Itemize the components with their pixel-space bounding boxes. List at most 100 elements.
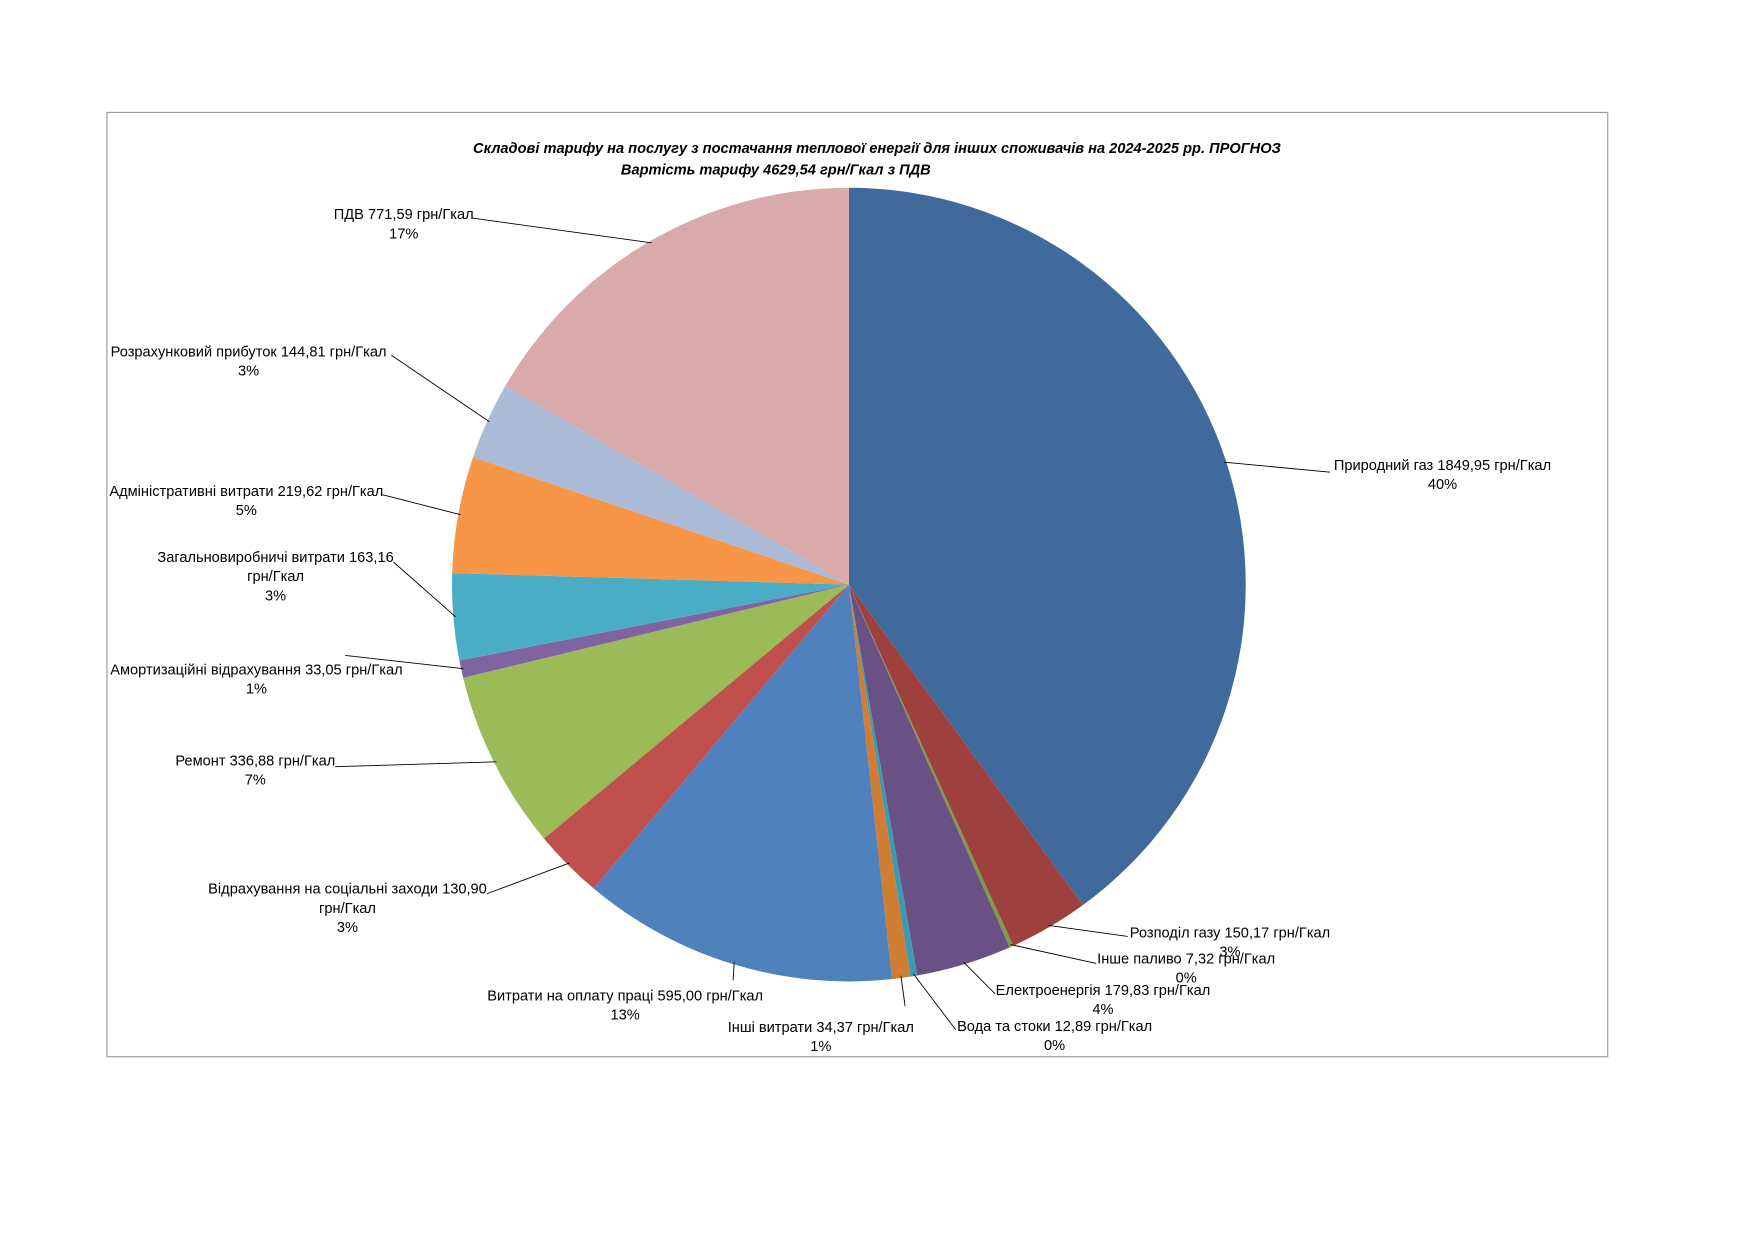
value-label: 771,59 грн/Гкал <box>367 205 474 223</box>
pie-slice <box>848 584 1083 946</box>
percent-label: 4% <box>1092 1000 1114 1018</box>
percent-label: 40% <box>1427 475 1458 493</box>
value-label: 336,88 грн/Гкал <box>229 752 336 769</box>
percent-label: 1% <box>810 1037 832 1055</box>
value-label: 33,05 грн/Гкал <box>305 661 403 678</box>
data-label-text: Електроенергія 179,83 грн/Гкал 4% <box>991 980 1216 1018</box>
pie-slice <box>848 187 1246 906</box>
data-label-text: Відрахування на соціальні заходи 130,90 … <box>200 879 495 936</box>
pie-slice <box>463 584 849 839</box>
value-label: 1849,95 грн/Гкал <box>1437 456 1552 474</box>
data-label-text: Витрати на оплату праці 595,00 грн/Гкал 1… <box>485 986 766 1024</box>
data-label-text: Інше паливо 7,32 грн/Гкал 0% <box>1091 949 1282 987</box>
leader-line <box>1047 924 1128 937</box>
leader-line <box>913 973 957 1031</box>
chart-title: Складові тарифу на послугу з постачання … <box>473 141 1282 157</box>
percent-label: 5% <box>235 501 257 519</box>
pie-slice <box>848 584 1014 948</box>
leader-line <box>1223 461 1331 473</box>
percent-label: 0% <box>1044 1036 1066 1054</box>
data-label: Інше паливо 7,32 грн/Гкал 0% <box>1091 949 1282 987</box>
category-label: Інше паливо <box>1097 949 1182 967</box>
leader-line <box>335 761 497 768</box>
value-label: 144,81 грн/Гкал <box>280 342 387 360</box>
value-label: 130,90 грн/Гкал <box>319 880 487 917</box>
leader-line <box>345 654 464 670</box>
value-label: 7,32 грн/Гкал <box>1185 949 1276 967</box>
category-label: Електроенергія <box>995 981 1101 999</box>
data-label-text: Ремонт 336,88 грн/Гкал 7% <box>165 751 345 789</box>
data-label-text: Адміністративні витрати 219,62 грн/Гкал 5… <box>100 481 392 519</box>
percent-label: 3% <box>336 918 359 936</box>
category-label: Загальновиробничі витрати <box>157 548 345 566</box>
data-label-text: Інші витрати 34,37 грн/Гкал 1% <box>720 1017 922 1055</box>
category-label: Природний газ <box>1333 456 1434 474</box>
pie-slice <box>848 584 1010 976</box>
pie-slice <box>473 386 849 585</box>
data-label: Витрати на оплату праці 595,00 грн/Гкал 1… <box>485 986 766 1024</box>
data-label: Адміністративні витрати 219,62 грн/Гкал 5… <box>100 481 392 519</box>
leader-line <box>1010 944 1097 964</box>
data-label: Розрахунковий прибуток 144,81 грн/Гкал 3% <box>102 342 394 380</box>
data-label-text: Розподіл газу 150,17 грн/Гкал 3% <box>1118 923 1343 961</box>
pie-slice <box>452 573 849 661</box>
category-label: Розрахунковий прибуток <box>110 342 277 360</box>
leader-line <box>963 961 996 995</box>
pie-slice <box>459 584 849 678</box>
value-label: 34,37 грн/Гкал <box>816 1018 914 1036</box>
leader-line <box>382 494 461 516</box>
leader-line <box>900 975 906 1007</box>
data-label: Загальновиробничі витрати 163,16 грн/Гка… <box>149 547 402 604</box>
percent-label: 3% <box>264 586 287 604</box>
category-label: Розподіл газу <box>1129 924 1221 941</box>
value-label: 163,16 грн/Гкал <box>247 548 394 585</box>
data-label: Ремонт 336,88 грн/Гкал 7% <box>165 751 345 789</box>
category-label: Вода та стоки <box>957 1017 1051 1035</box>
percent-label: 7% <box>244 771 266 789</box>
data-label-text: ПДВ 771,59 грн/Гкал 17% <box>325 205 482 243</box>
category-label: Ремонт <box>175 752 226 769</box>
data-label: Амортизаційні відрахування 33,05 грн/Гка… <box>105 660 409 698</box>
value-label: 150,17 грн/Гкал <box>1224 924 1331 941</box>
category-label: Відрахування на соціальні заходи <box>208 880 439 898</box>
value-label: 219,62 грн/Гкал <box>277 482 384 500</box>
data-label-text: Розрахунковий прибуток 144,81 грн/Гкал 3% <box>102 342 394 380</box>
pie-slice <box>452 457 849 585</box>
leader-line <box>732 962 735 981</box>
pie-slice <box>848 584 918 977</box>
leader-line <box>391 354 490 423</box>
leader-line <box>486 862 570 895</box>
percent-label: 3% <box>1219 943 1241 961</box>
percent-label: 3% <box>237 361 260 379</box>
data-label-text: Природний газ 1849,95 грн/Гкал 40% <box>1319 455 1566 493</box>
leader-line <box>393 561 456 618</box>
category-label: Амортизаційні відрахування <box>110 661 302 678</box>
pie-slice <box>593 584 893 982</box>
category-label: Адміністративні витрати <box>109 482 274 500</box>
pie-slice <box>848 584 911 980</box>
data-label: Відрахування на соціальні заходи 130,90 … <box>200 879 495 936</box>
percent-label: 0% <box>1175 969 1197 986</box>
percent-label: 13% <box>610 1006 640 1024</box>
value-label: 12,89 грн/Гкал <box>1054 1017 1153 1035</box>
pie-slice <box>505 187 849 585</box>
data-label-text: Амортизаційні відрахування 33,05 грн/Гка… <box>105 660 409 698</box>
percent-label: 17% <box>389 224 419 242</box>
leader-line <box>472 217 652 244</box>
data-label-text: Загальновиробничі витрати 163,16 грн/Гка… <box>149 547 402 604</box>
pie-slice <box>543 584 849 889</box>
chart-subtitle: Вартість тарифу 4629,54 грн/Гкал з ПДВ <box>621 162 931 178</box>
data-label-text: Вода та стоки 12,89 грн/Гкал 0% <box>948 1016 1162 1054</box>
category-label: Інші витрати <box>727 1018 813 1036</box>
category-label: Витрати на оплату праці <box>487 987 654 1004</box>
category-label: ПДВ <box>333 205 364 223</box>
data-label: Розподіл газу 150,17 грн/Гкал 3% <box>1118 923 1343 961</box>
percent-label: 1% <box>245 680 267 698</box>
value-label: 595,00 грн/Гкал <box>657 987 764 1004</box>
